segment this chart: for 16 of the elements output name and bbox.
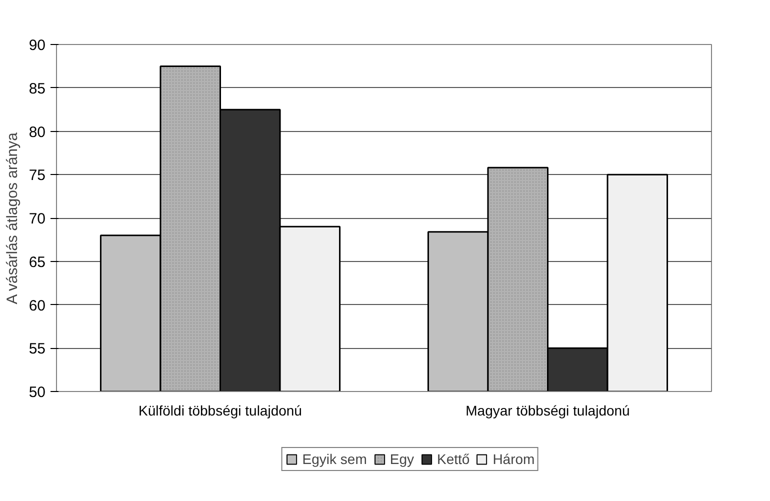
legend-label: Egyik sem — [302, 451, 367, 467]
x-tick-label: Magyar többségi tulajdonú — [466, 402, 630, 418]
legend-label: Kettő — [436, 451, 470, 467]
y-tick-label: 50 — [28, 384, 46, 401]
y-tick-label: 60 — [28, 297, 46, 314]
y-tick-label: 80 — [28, 124, 46, 141]
y-tick-label: 65 — [28, 254, 46, 271]
y-tick-label: 75 — [28, 167, 46, 184]
y-tick-label: 85 — [28, 80, 46, 98]
y-axis-title: A vásárlás átlagos aránya — [4, 132, 21, 304]
legend-label: Három — [492, 451, 535, 467]
y-tick-label: 55 — [28, 340, 46, 358]
y-tick-label: 90 — [28, 37, 46, 54]
y-tick-label: 70 — [28, 210, 46, 228]
legend-label: Egy — [390, 451, 414, 467]
x-tick-label: Külföldi többségi tulajdonú — [138, 402, 302, 418]
